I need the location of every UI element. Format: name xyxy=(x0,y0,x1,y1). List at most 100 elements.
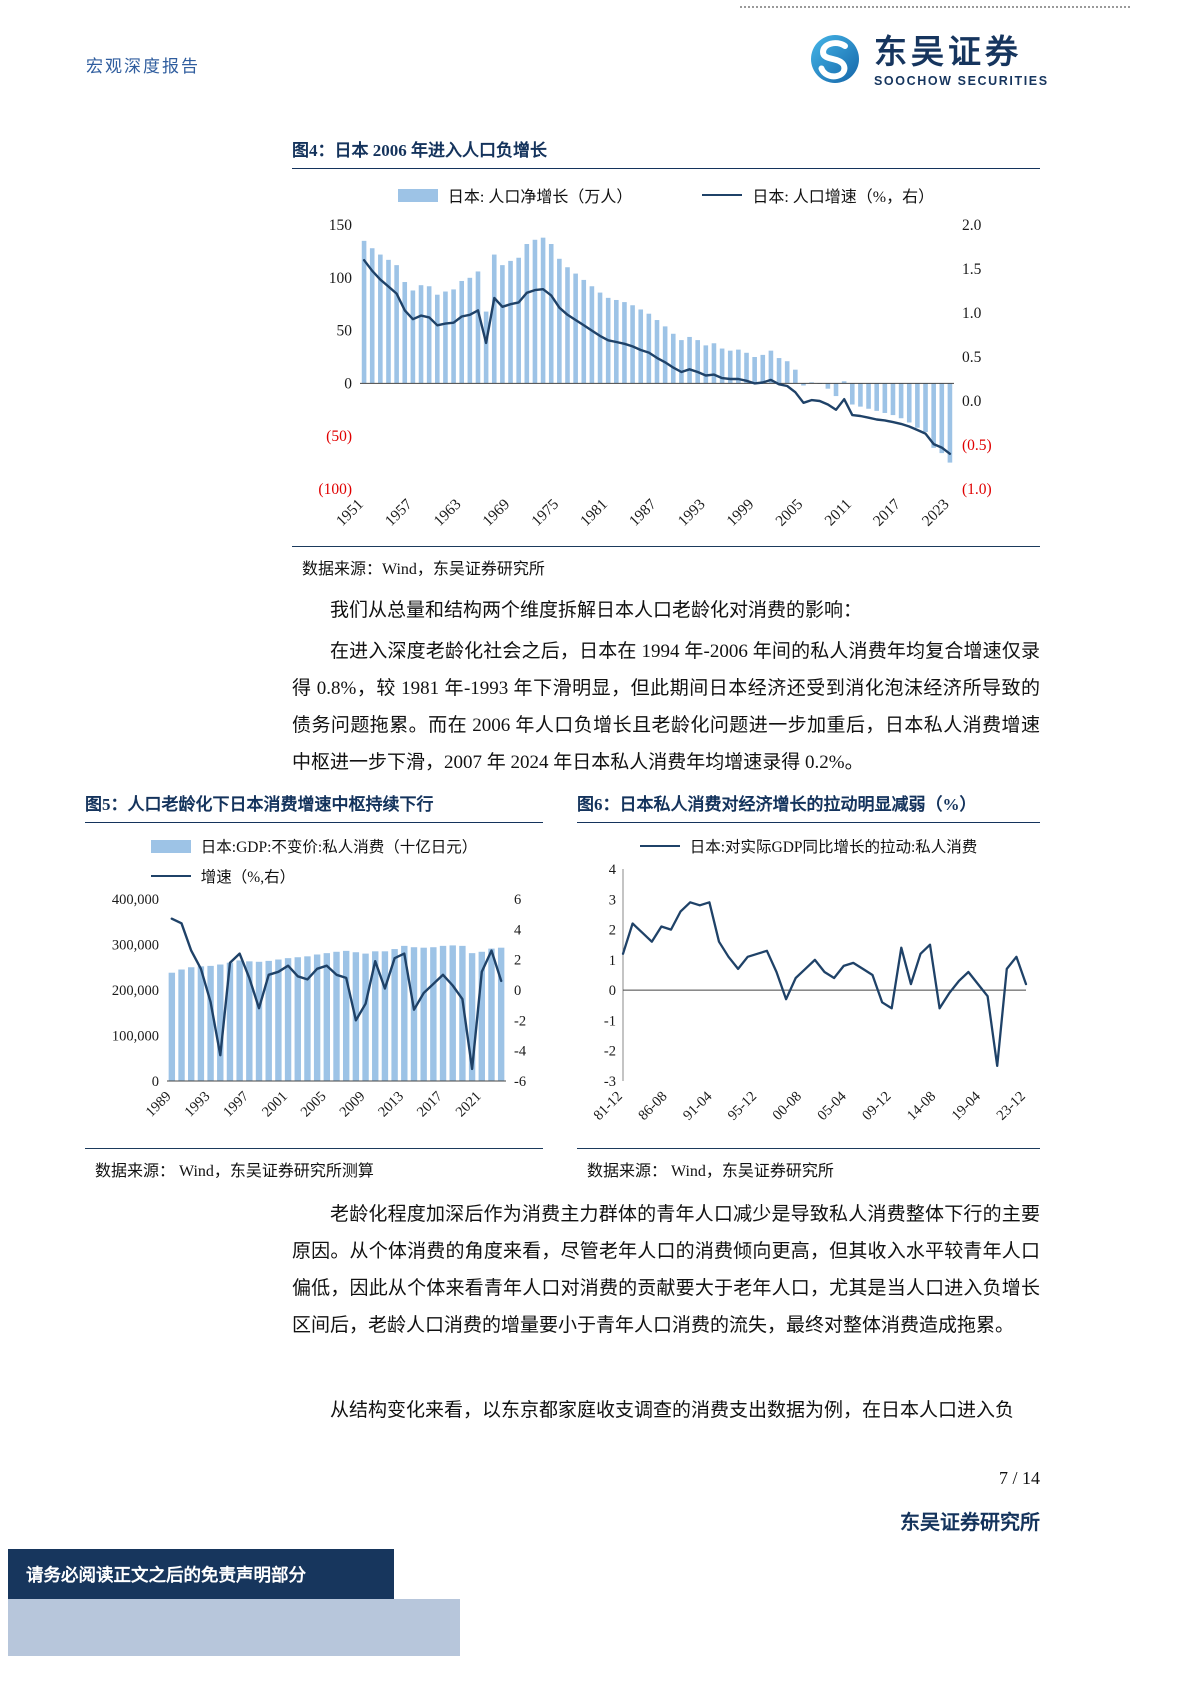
svg-text:19-04: 19-04 xyxy=(949,1088,985,1124)
svg-text:1951: 1951 xyxy=(333,496,367,530)
svg-text:23-12: 23-12 xyxy=(994,1089,1029,1124)
svg-text:1993: 1993 xyxy=(182,1089,214,1121)
svg-text:4: 4 xyxy=(609,862,617,878)
figure6-legend-line-label: 日本:对实际GDP同比增长的拉动:私人消费 xyxy=(689,839,978,856)
figure6-chart: 4 3 2 1 0 -1 -2 -3 81-12 86-08 91-04 95-12 00-08 05-0… xyxy=(577,861,1040,1148)
svg-text:1999: 1999 xyxy=(723,496,757,530)
disclaimer-bar: 请务必阅读正文之后的免责声明部分 xyxy=(8,1549,394,1600)
figure4-source: 数据来源：Wind，东吴证券研究所 xyxy=(302,561,545,578)
figure6: 图6：日本私人消费对经济增长的拉动明显减弱（%） 日本:对实际GDP同比增长的拉… xyxy=(577,790,1040,1181)
svg-text:-4: -4 xyxy=(514,1044,527,1060)
institute-name: 东吴证券研究所 xyxy=(900,1512,1040,1534)
top-dotted-line xyxy=(740,6,1130,8)
figure4-chart: 150 100 50 0 (50) (100) 2.0 1.5 1.0 0.5 0.0 (0.5) (1… xyxy=(292,211,1040,546)
svg-text:1969: 1969 xyxy=(479,496,513,530)
bar-swatch-icon xyxy=(397,188,438,202)
svg-text:2005: 2005 xyxy=(772,496,806,530)
svg-text:400,000: 400,000 xyxy=(112,892,159,908)
figure6-title: 图6：日本私人消费对经济增长的拉动明显减弱（%） xyxy=(577,790,1040,823)
paragraph-intro: 我们从总量和结构两个维度拆解日本人口老龄化对消费的影响： xyxy=(330,600,863,621)
brand-logo: 东吴证券 SOOCHOW SECURITIES xyxy=(806,30,1049,93)
bar-swatch-icon xyxy=(150,839,191,853)
svg-text:6: 6 xyxy=(514,892,521,908)
svg-text:2009: 2009 xyxy=(337,1089,369,1121)
svg-text:-2: -2 xyxy=(514,1013,526,1029)
svg-text:2011: 2011 xyxy=(822,496,856,530)
svg-text:05-04: 05-04 xyxy=(814,1088,850,1124)
figure5-legend-line: 增速（%,右） xyxy=(150,865,295,887)
svg-text:1963: 1963 xyxy=(431,496,465,530)
svg-text:(50): (50) xyxy=(326,428,352,445)
paragraph-structure-analysis: 老龄化程度加深后作为消费主力群体的青年人口减少是导致私人消费整体下行的主要原因。… xyxy=(292,1204,1040,1336)
svg-text:100: 100 xyxy=(329,270,353,287)
svg-text:2017: 2017 xyxy=(414,1089,446,1121)
svg-text:1987: 1987 xyxy=(626,496,660,530)
svg-text:95-12: 95-12 xyxy=(725,1089,760,1124)
svg-text:1.5: 1.5 xyxy=(962,261,982,278)
svg-text:2013: 2013 xyxy=(375,1089,407,1121)
figure5-bottom-rule xyxy=(85,1148,543,1149)
svg-text:2001: 2001 xyxy=(259,1089,291,1121)
svg-text:2005: 2005 xyxy=(298,1089,330,1121)
page-number: 7 / 14 xyxy=(998,1468,1040,1488)
figure4-bottom-rule xyxy=(292,546,1040,547)
line-swatch-icon xyxy=(639,845,680,847)
svg-text:(100): (100) xyxy=(318,481,352,498)
brand-name-en: SOOCHOW SECURITIES xyxy=(874,74,1049,89)
soochow-logo-icon xyxy=(806,30,864,93)
figure6-source: 数据来源： Wind，东吴证券研究所 xyxy=(587,1163,834,1180)
figure5-source: 数据来源： Wind，东吴证券研究所测算 xyxy=(95,1163,374,1180)
report-type-label: 宏观深度报告 xyxy=(86,57,200,76)
svg-text:150: 150 xyxy=(329,217,353,234)
line-swatch-icon xyxy=(150,875,191,877)
svg-text:0.5: 0.5 xyxy=(962,349,982,366)
line-swatch-icon xyxy=(702,194,743,196)
svg-text:1.0: 1.0 xyxy=(962,305,982,322)
footer-light-bar xyxy=(8,1599,460,1656)
svg-text:0: 0 xyxy=(152,1074,159,1090)
figure6-legend: 日本:对实际GDP同比增长的拉动:私人消费 xyxy=(577,835,1040,857)
svg-text:2023: 2023 xyxy=(919,496,953,530)
svg-text:86-08: 86-08 xyxy=(635,1089,670,1124)
figure5-chart: 400,000 300,000 200,000 100,000 0 6 4 2 0 -2 -4 -6 1… xyxy=(85,891,543,1148)
figure4-legend: 日本: 人口净增长（万人） 日本: 人口增速（%，右） xyxy=(292,183,1040,207)
svg-text:1957: 1957 xyxy=(382,496,416,530)
svg-text:50: 50 xyxy=(337,323,353,340)
figure4-legend-line-label: 日本: 人口增速（%，右） xyxy=(752,189,935,206)
svg-text:-2: -2 xyxy=(604,1044,616,1060)
figure4-title: 图4：日本 2006 年进入人口负增长 xyxy=(292,136,1040,169)
svg-text:0: 0 xyxy=(514,983,521,999)
paragraph-tokyo-survey: 从结构变化来看，以东京都家庭收支调查的消费支出数据为例，在日本人口进入负 xyxy=(330,1400,1015,1421)
svg-text:0.0: 0.0 xyxy=(962,393,982,410)
svg-text:(0.5): (0.5) xyxy=(962,437,992,454)
svg-text:1: 1 xyxy=(609,953,616,969)
svg-text:91-04: 91-04 xyxy=(680,1088,716,1124)
figure4-legend-bar-label: 日本: 人口净增长（万人） xyxy=(447,189,633,206)
svg-text:(1.0): (1.0) xyxy=(962,481,992,498)
svg-text:1997: 1997 xyxy=(220,1089,252,1121)
svg-text:300,000: 300,000 xyxy=(112,938,159,954)
paragraph-aggregate-analysis: 在进入深度老龄化社会之后，日本在 1994 年-2006 年间的私人消费年均复合… xyxy=(292,641,1040,773)
svg-text:-3: -3 xyxy=(604,1074,616,1090)
svg-text:2: 2 xyxy=(514,953,521,969)
figure5-legend-bar: 日本:GDP:不变价:私人消费（十亿日元） xyxy=(150,835,477,857)
svg-text:3: 3 xyxy=(609,892,616,908)
svg-text:00-08: 00-08 xyxy=(770,1089,805,1124)
svg-text:2021: 2021 xyxy=(453,1089,485,1121)
svg-text:2.0: 2.0 xyxy=(962,217,982,234)
figure4-legend-bar: 日本: 人口净增长（万人） xyxy=(397,183,633,207)
svg-text:200,000: 200,000 xyxy=(112,983,159,999)
brand-text: 东吴证券 SOOCHOW SECURITIES xyxy=(874,35,1049,88)
svg-text:09-12: 09-12 xyxy=(859,1089,894,1124)
figure5: 图5：人口老龄化下日本消费增速中枢持续下行 日本:GDP:不变价:私人消费（十亿… xyxy=(85,790,543,1181)
svg-text:4: 4 xyxy=(514,922,522,938)
svg-text:14-08: 14-08 xyxy=(904,1089,939,1124)
svg-text:-1: -1 xyxy=(604,1013,616,1029)
figure4: 图4：日本 2006 年进入人口负增长 日本: 人口净增长（万人） 日本: 人口… xyxy=(292,136,1040,579)
svg-text:0: 0 xyxy=(609,983,616,999)
figure4-legend-line: 日本: 人口增速（%，右） xyxy=(702,183,934,207)
svg-text:-6: -6 xyxy=(514,1074,526,1090)
figure6-bottom-rule xyxy=(577,1148,1040,1149)
svg-text:1989: 1989 xyxy=(143,1089,175,1121)
